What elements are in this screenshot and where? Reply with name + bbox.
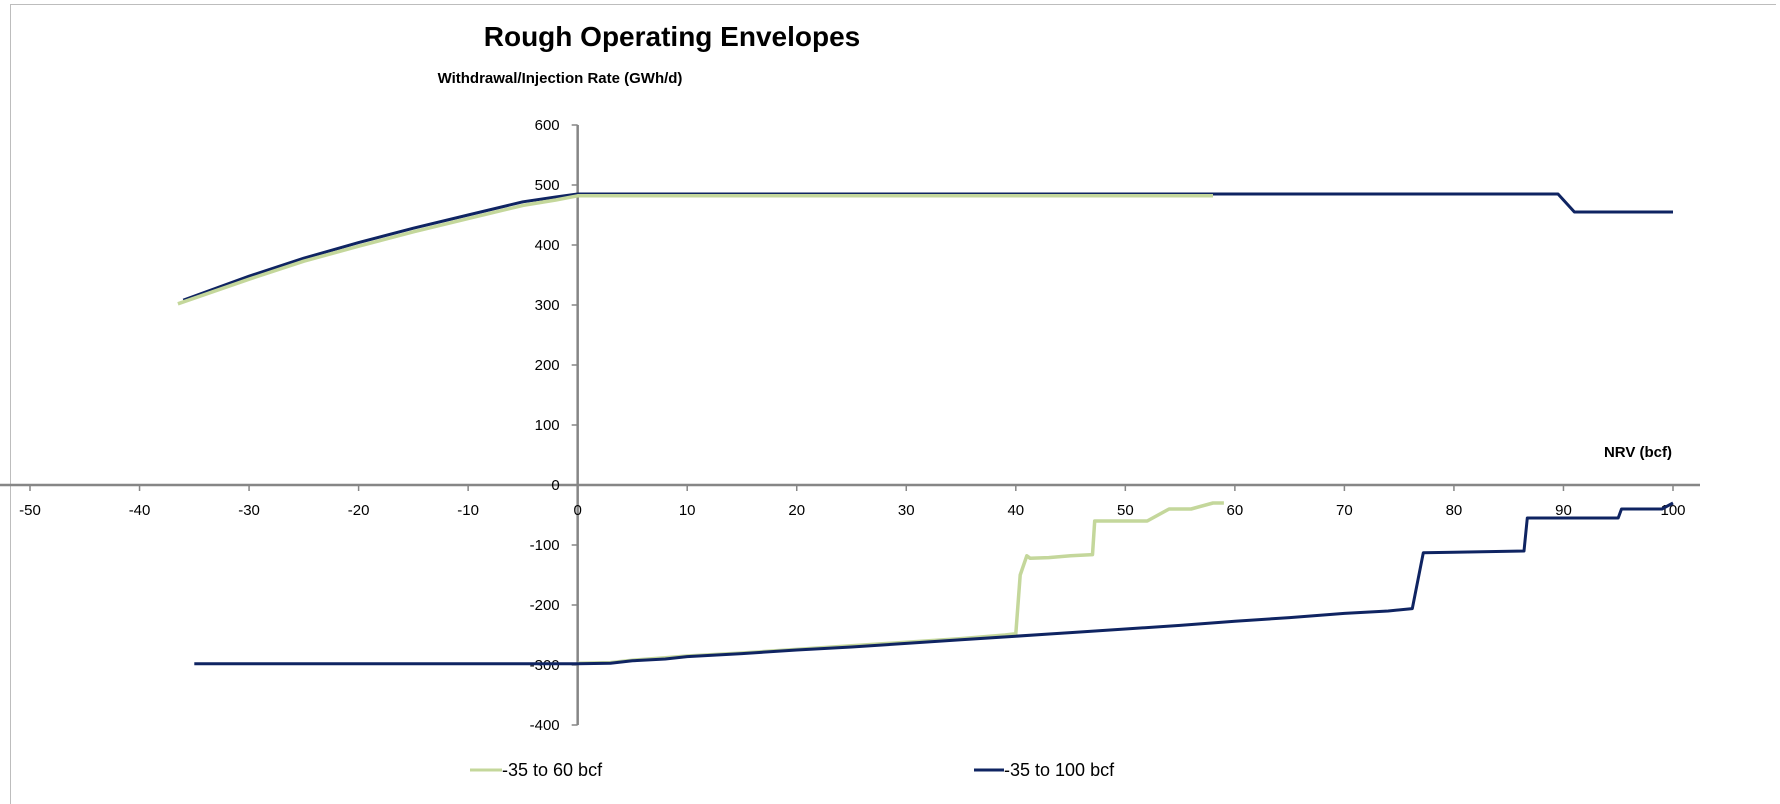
tick-labels: -50 -40 -30 -20 -10 0 10 20 30 40 50 60 70 80 90 100600… xyxy=(19,117,1685,734)
x-tick-label: 90 xyxy=(1555,502,1572,519)
y-tick-label: 300 xyxy=(535,297,560,314)
x-tick-label: -10 xyxy=(457,502,479,519)
x-tick-label: 70 xyxy=(1336,502,1353,519)
y-axis-title: Withdrawal/Injection Rate (GWh/d) xyxy=(438,70,683,87)
legend: -35 to 60 bcf -35 to 100 bcf xyxy=(470,760,1115,780)
chart-frame xyxy=(10,4,1776,804)
y-tick-label: 400 xyxy=(535,237,560,254)
x-tick-label: 20 xyxy=(788,502,805,519)
series-1-line-injection xyxy=(577,501,1224,665)
chart-title: Rough Operating Envelopes xyxy=(484,21,860,52)
x-tick-label: -50 xyxy=(19,502,41,519)
series-2-line-withdrawal xyxy=(182,192,1673,302)
y-tick-label: -100 xyxy=(530,537,560,554)
x-tick-label: -40 xyxy=(129,502,151,519)
x-tick-label: 30 xyxy=(898,502,915,519)
y-tick-label: -300 xyxy=(530,657,560,674)
x-axis-title: NRV (bcf) xyxy=(1604,444,1672,461)
axes xyxy=(0,124,1700,726)
y-tick-label: -400 xyxy=(530,717,560,734)
series-1-line-withdrawal xyxy=(177,194,1213,306)
y-tick-label: 200 xyxy=(535,357,560,374)
x-tick-label: 10 xyxy=(679,502,696,519)
x-tick-label: 60 xyxy=(1227,502,1244,519)
y-tick-label: 100 xyxy=(535,417,560,434)
x-tick-label: 40 xyxy=(1007,502,1024,519)
series-lines xyxy=(177,192,1674,666)
x-tick-label: 80 xyxy=(1446,502,1463,519)
legend-label-series-1: -35 to 60 bcf xyxy=(502,760,603,780)
x-tick-label: 0 xyxy=(573,502,581,519)
y-tick-label: -200 xyxy=(530,597,560,614)
y-tick-label: 500 xyxy=(535,177,560,194)
x-tick-label: 50 xyxy=(1117,502,1134,519)
legend-label-series-2: -35 to 100 bcf xyxy=(1004,760,1115,780)
y-tick-label: 600 xyxy=(535,117,560,134)
y-tick-label: 0 xyxy=(551,477,559,494)
series-2-line-injection xyxy=(194,501,1674,666)
x-tick-label: -20 xyxy=(348,502,370,519)
x-tick-label: -30 xyxy=(238,502,260,519)
